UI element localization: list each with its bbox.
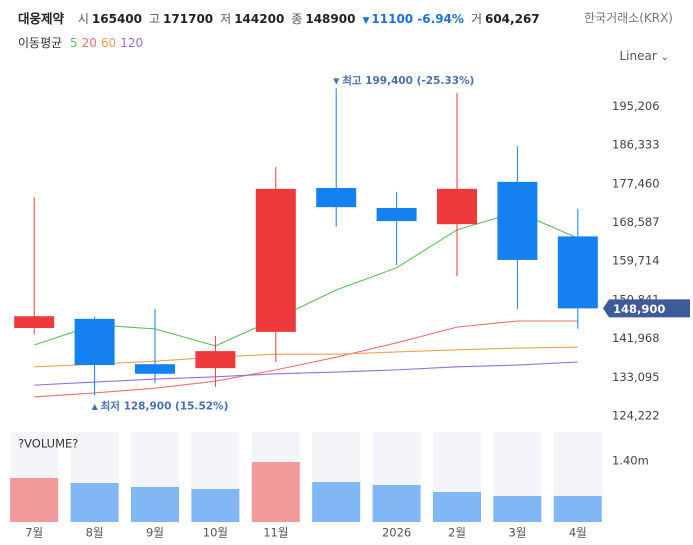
x-tick-label: 2026	[382, 526, 411, 540]
y-tick-label: 159,714	[612, 254, 660, 268]
price-label: 저	[220, 12, 232, 26]
price-value: 165400	[91, 12, 142, 26]
x-tick-label: 2월	[448, 526, 466, 540]
candle-body	[557, 236, 598, 309]
volume-bar	[312, 482, 361, 522]
x-tick-label: 7월	[25, 526, 43, 540]
candle-body	[74, 318, 115, 366]
candle-body	[437, 188, 477, 225]
candle-body	[135, 364, 175, 374]
ma-line	[34, 320, 578, 398]
price-label: 종	[291, 12, 303, 26]
volume-bar	[553, 495, 602, 522]
candle-body	[497, 181, 538, 260]
y-tick-label: 177,460	[612, 176, 660, 190]
y-tick-label: 124,222	[612, 409, 660, 423]
volume-bar	[131, 487, 179, 522]
stock-name: 대웅제약	[18, 11, 65, 26]
volume-bar	[10, 478, 59, 522]
ma-legend-item: 20	[81, 36, 97, 50]
y-tick-label: 195,206	[612, 99, 660, 113]
ma-line	[34, 361, 578, 386]
x-tick-label: 11월	[263, 526, 288, 540]
price-label: 시	[77, 12, 89, 26]
volume-bar	[493, 495, 542, 522]
ma-legend: 이동평균 5 20 60 120	[18, 34, 147, 51]
ma-line	[34, 211, 579, 347]
ma-line	[34, 346, 578, 368]
candle-body	[195, 351, 236, 369]
price-header: 대웅제약 시 165400 고 171700 저 144200 종 148900 ▼ 11100 …	[18, 8, 547, 27]
scale-label[interactable]: Linear	[619, 49, 657, 63]
ma-legend-item: 5	[70, 36, 78, 50]
candle-body	[376, 208, 417, 222]
y-tick-label: 186,333	[612, 138, 660, 152]
candle-body	[14, 316, 55, 328]
price-label: 고	[149, 12, 161, 26]
volume-tick-label: 1.40m	[612, 454, 649, 468]
ma-title: 이동평균	[18, 36, 63, 50]
volume-title: ?VOLUME?	[18, 437, 78, 451]
x-tick-label: 3월	[508, 526, 526, 540]
price-value: 171700	[163, 12, 214, 26]
exchange: 한국거래소(KRX)	[584, 11, 673, 25]
scale-dropdown[interactable]: Linear ⌄	[619, 49, 669, 63]
low-annotation: 최저 128,900 (15.52%)	[101, 400, 229, 413]
ma-legend-item: 120	[120, 36, 144, 50]
volume-value: 604,267	[484, 12, 540, 26]
x-tick-label: 10월	[203, 526, 228, 540]
y-tick-label: 133,095	[612, 370, 660, 384]
dropdown-icon[interactable]: ⌄	[660, 52, 669, 63]
x-tick-label: 9월	[146, 526, 164, 540]
x-tick-label: 4월	[569, 526, 587, 540]
volume-bar	[433, 491, 481, 522]
volume-bar	[372, 485, 421, 522]
high-annotation-arrow: ▼	[333, 77, 340, 86]
ma-legend-item: 60	[100, 36, 117, 50]
last-price-tag	[603, 299, 690, 318]
price-value: 148900	[305, 12, 356, 26]
price-change: 11100 -6.94%	[371, 12, 464, 26]
volume-label: 거	[470, 12, 482, 26]
y-tick-label: 141,968	[612, 331, 660, 345]
volume-bar	[251, 462, 300, 522]
last-price-label: 148,900	[613, 302, 665, 316]
candle-body	[255, 188, 296, 332]
volume-bar	[70, 483, 119, 522]
x-tick-label: 8월	[86, 526, 104, 540]
volume-bar	[191, 489, 240, 522]
candle-body	[316, 187, 357, 208]
low-annotation-arrow: ▲	[92, 402, 99, 411]
down-arrow: ▼	[362, 16, 370, 26]
high-annotation: 최고 199,400 (-25.33%)	[342, 74, 474, 87]
price-value: 144200	[234, 12, 285, 26]
y-tick-label: 168,587	[612, 215, 660, 229]
